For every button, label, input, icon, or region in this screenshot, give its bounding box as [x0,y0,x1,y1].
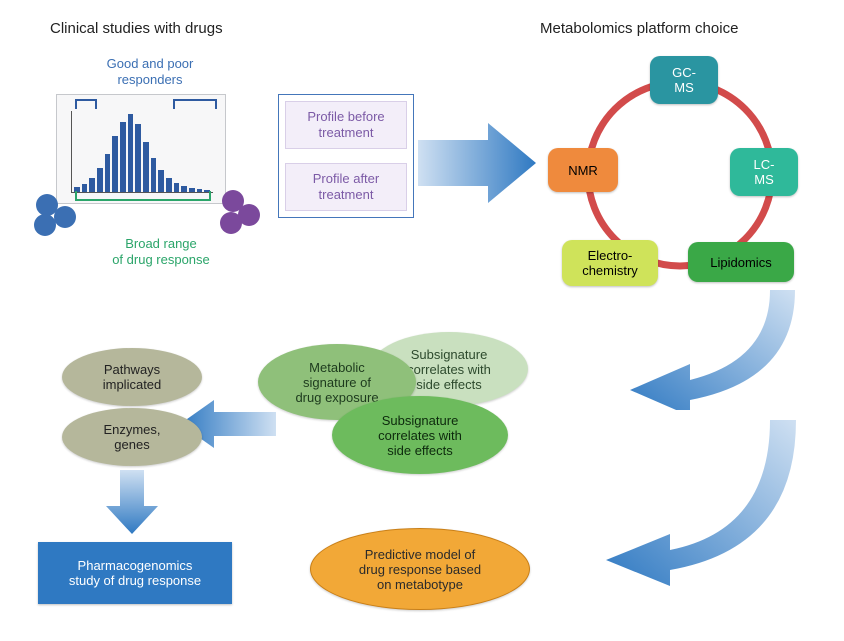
histogram-bar [158,170,164,192]
profile-before: Profile beforetreatment [285,101,407,149]
arrow-curve-2 [540,420,800,590]
histogram-bar [135,124,141,192]
histogram-bar [112,136,118,192]
heading-clinical: Clinical studies with drugs [50,20,223,37]
bracket-right [173,99,217,109]
histogram-bar [105,154,111,192]
histogram-bar [166,178,172,192]
arrow-right-big [418,118,538,208]
histogram-bar [151,158,157,192]
platform-node-electro: Electro-chemistry [562,240,658,286]
arrow-down [102,470,162,536]
platform-node-gcms: GC-MS [650,56,718,104]
pharmacogenomics-box: Pharmacogenomicsstudy of drug response [38,542,232,604]
arrow-curve-1 [570,290,800,410]
histogram-bar [97,168,103,192]
histogram-bars [71,111,213,193]
lower-bracket [75,191,211,201]
responders-label: Good and poorresponders [90,56,210,87]
histogram-bar [128,114,134,192]
profile-group: Profile beforetreatment Profile aftertre… [278,94,414,218]
bracket-left [75,99,97,109]
blue-dot [34,214,56,236]
platform-node-lipidomics: Lipidomics [688,242,794,282]
histogram-box [56,94,226,204]
platform-node-lcms: LC-MS [730,148,798,196]
heading-platform: Metabolomics platform choice [540,20,738,37]
range-label: Broad rangeof drug response [86,236,236,267]
blue-dot [54,206,76,228]
subsignature-2: Subsignaturecorrelates withside effects [332,396,508,474]
profile-after: Profile aftertreatment [285,163,407,211]
purple-dot [220,212,242,234]
histogram-bar [89,178,95,192]
histogram-bar [120,122,126,192]
platform-node-nmr: NMR [548,148,618,192]
enzymes-genes: Enzymes,genes [62,408,202,466]
predictive-model: Predictive model ofdrug response basedon… [310,528,530,610]
histogram-bar [143,142,149,192]
pathways-implicated: Pathwaysimplicated [62,348,202,406]
